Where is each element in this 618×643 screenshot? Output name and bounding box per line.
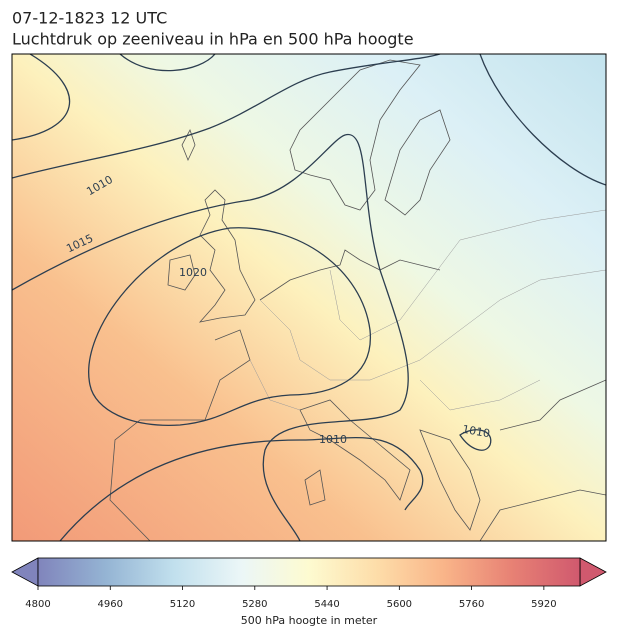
colorbar-tick-label: 4800 [25, 599, 50, 610]
colorbar-extend-low [11, 557, 39, 587]
isobar-label: 1010 [461, 423, 491, 441]
colorbar-body [37, 557, 581, 587]
colorbar-label: 500 hPa hoogte in meter [241, 614, 378, 627]
map-title: Luchtdruk op zeeniveau in hPa en 500 hPa… [12, 30, 414, 49]
colorbar-tick-label: 5440 [314, 599, 339, 610]
colorbar: 4800 4960 5120 5280 5440 5600 5760 5920 [11, 557, 607, 610]
colorbar-tick-label: 5280 [242, 599, 267, 610]
isobar-label: 1010 [319, 433, 347, 446]
colorbar-tick-label: 5120 [170, 599, 195, 610]
colorbar-tick-label: 5920 [531, 599, 556, 610]
isobars [12, 54, 606, 541]
isobar-label: 1020 [179, 266, 207, 279]
map-frame [11, 53, 607, 542]
height-field [12, 54, 606, 541]
colorbar-tick-label: 5600 [387, 599, 412, 610]
colorbar-tick-label: 5760 [459, 599, 484, 610]
colorbar-extend-high [579, 557, 607, 587]
map: 1010 1015 1020 1010 1010 [12, 54, 606, 541]
borders [249, 209, 606, 411]
time-title: 07-12-1823 12 UTC [12, 9, 167, 28]
colorbar-tick-label: 4960 [98, 599, 123, 610]
